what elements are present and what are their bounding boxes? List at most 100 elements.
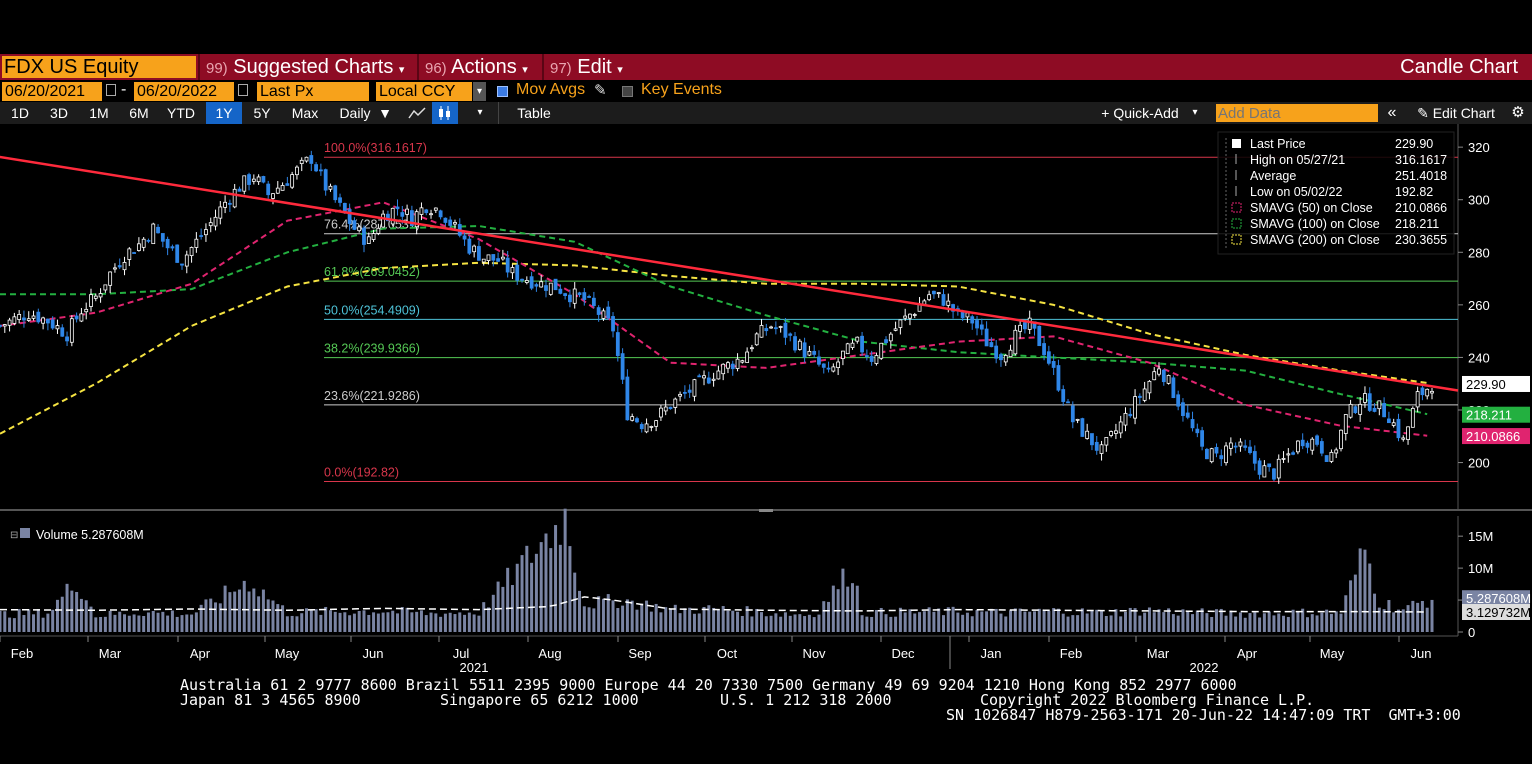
volume-bar xyxy=(137,615,141,632)
gear-icon[interactable]: ⚙ xyxy=(1511,104,1525,121)
candle-body xyxy=(1118,421,1123,434)
volume-bar xyxy=(932,611,936,632)
volume-bar xyxy=(870,616,874,632)
suggested-charts-menu[interactable]: 99) Suggested Charts ▾ xyxy=(206,56,404,78)
edit-chart-button[interactable]: ✎ Edit Chart xyxy=(1408,102,1504,124)
month-label: May xyxy=(275,646,300,661)
table-button[interactable]: Table xyxy=(517,105,551,121)
chevron-down-icon[interactable]: ▾ xyxy=(473,82,486,101)
volume-bar xyxy=(812,617,816,632)
range-1d[interactable]: 1D xyxy=(11,105,29,121)
footer-copyright: Copyright 2022 Bloomberg Finance L.P. xyxy=(980,691,1315,709)
candle-body xyxy=(898,319,903,328)
mov-avgs-label[interactable]: Mov Avgs xyxy=(516,81,586,98)
volume-bar xyxy=(132,614,136,632)
volume-bar xyxy=(683,608,687,632)
security-input[interactable]: FDX US Equity xyxy=(2,56,196,78)
candle-body xyxy=(467,238,472,254)
quick-add-button[interactable]: + Quick-Add xyxy=(1101,105,1179,121)
candle-body xyxy=(1080,418,1085,437)
volume-bar xyxy=(563,508,567,632)
volume-bar xyxy=(1009,610,1013,632)
candle-body xyxy=(984,328,989,347)
volume-bar xyxy=(429,612,433,632)
volume-bar xyxy=(1047,610,1051,632)
range-3d[interactable]: 3D xyxy=(50,105,68,121)
volume-bar xyxy=(692,613,696,632)
range-1m[interactable]: 1M xyxy=(89,105,109,121)
actions-menu[interactable]: 96) Actions ▾ xyxy=(425,56,528,78)
start-date-input[interactable]: 06/20/2021 xyxy=(2,82,102,101)
candle-body xyxy=(218,206,223,219)
field-select[interactable]: Last Px xyxy=(257,82,369,101)
candle-body xyxy=(558,288,563,294)
caret-down-icon[interactable]: ▾ xyxy=(477,107,483,118)
candle-body xyxy=(477,246,481,261)
range-max[interactable]: Max xyxy=(291,105,319,121)
range-1y[interactable]: 1Y xyxy=(206,102,242,124)
sma50-last-flag-label: 210.0866 xyxy=(1466,429,1520,444)
legend-value: 251.4018 xyxy=(1395,169,1447,183)
candle-body xyxy=(74,315,79,320)
pencil-icon[interactable]: ✎ xyxy=(594,82,607,99)
candle-chart[interactable]: 20022024026028030032005M10M15M100.0%(316… xyxy=(0,124,1532,676)
key-events-label[interactable]: Key Events xyxy=(641,81,722,98)
volume-bar xyxy=(79,598,83,632)
line-chart-icon[interactable] xyxy=(404,102,430,124)
volume-bar xyxy=(793,614,797,632)
volume-bar xyxy=(448,612,452,632)
candle-body xyxy=(151,223,156,245)
candle-body xyxy=(103,284,108,291)
volume-bar xyxy=(1152,612,1156,632)
candle-body xyxy=(251,178,256,182)
volume-bar xyxy=(218,603,222,632)
volume-bar xyxy=(985,611,989,632)
volume-bar xyxy=(999,613,1003,632)
volume-bar xyxy=(295,616,299,632)
range-ytd[interactable]: YTD xyxy=(167,105,195,121)
collapse-icon[interactable]: « xyxy=(1387,104,1397,121)
volume-bar xyxy=(443,613,447,632)
volume-bar xyxy=(1037,608,1041,632)
candle-body xyxy=(1099,444,1104,454)
candle-body xyxy=(678,393,682,397)
mov-avgs-checkbox[interactable] xyxy=(497,86,508,97)
candle-chart-icon[interactable] xyxy=(432,102,458,124)
volume-bar xyxy=(908,609,912,632)
volume-bar xyxy=(587,607,591,632)
period-select[interactable]: Daily xyxy=(339,105,371,121)
volume-bar xyxy=(965,612,969,632)
add-data-input[interactable] xyxy=(1216,104,1378,122)
fib-level-label: 100.0%(316.1617) xyxy=(324,141,427,155)
caret-down-icon[interactable]: ▾ xyxy=(1192,107,1198,118)
end-date-input[interactable]: 06/20/2022 xyxy=(134,82,234,101)
candle-body xyxy=(1137,395,1142,398)
volume-bar xyxy=(99,617,103,632)
volume-bar xyxy=(194,612,198,632)
volume-bar xyxy=(865,616,869,632)
candle-body xyxy=(1109,431,1114,436)
candle-body xyxy=(1358,403,1363,415)
range-6m[interactable]: 6M xyxy=(129,105,149,121)
candle-body xyxy=(65,336,69,342)
volume-bar xyxy=(980,611,984,632)
volume-tick-label: 0 xyxy=(1468,625,1475,640)
volume-bar xyxy=(956,612,960,632)
range-5y[interactable]: 5Y xyxy=(253,105,271,121)
edit-menu[interactable]: 97) Edit ▾ xyxy=(550,56,623,78)
volume-bar xyxy=(764,616,768,632)
volume-bar xyxy=(606,594,610,632)
calendar-icon[interactable] xyxy=(106,84,116,96)
volume-bar xyxy=(319,614,323,632)
calendar-icon[interactable] xyxy=(238,84,248,96)
candle-body xyxy=(1329,451,1334,462)
candle-body xyxy=(1430,390,1434,394)
key-events-checkbox[interactable] xyxy=(622,86,633,97)
caret-down-icon[interactable]: ▼ xyxy=(378,105,392,121)
volume-bar xyxy=(1425,607,1429,632)
volume-bar xyxy=(549,548,553,632)
volume-bar xyxy=(554,525,558,632)
candle-body xyxy=(1085,430,1090,439)
currency-select[interactable]: Local CCY xyxy=(376,82,472,101)
volume-bar xyxy=(1181,609,1185,632)
